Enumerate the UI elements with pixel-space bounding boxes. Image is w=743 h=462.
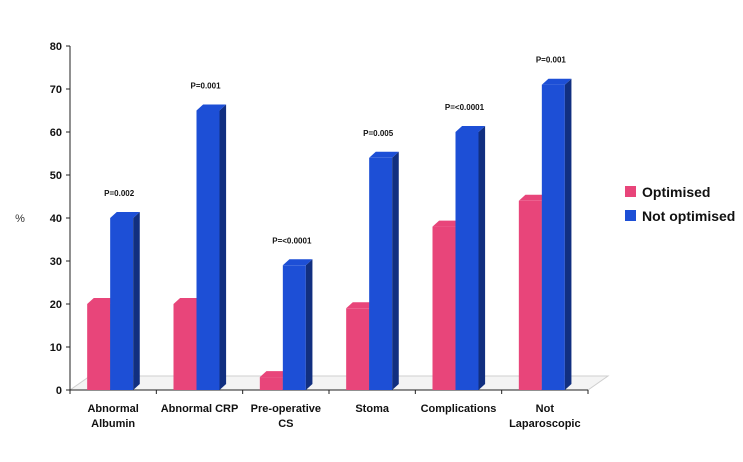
legend-label: Optimised — [642, 184, 710, 200]
legend-swatch — [625, 186, 636, 197]
legend-label: Not optimised — [642, 208, 735, 224]
bar-side-not-optimised — [392, 151, 399, 390]
y-tick-label: 80 — [50, 41, 62, 53]
p-value-label: P=<0.0001 — [272, 236, 312, 245]
p-value-label: P=0.002 — [104, 189, 135, 198]
x-tick-label: Laparoscopic — [509, 418, 581, 430]
bar-side-not-optimised — [133, 212, 140, 390]
bar-not-optimised — [110, 218, 134, 390]
bar-top-optimised — [87, 298, 117, 304]
bar-not-optimised — [369, 157, 393, 390]
bar-optimised — [346, 308, 370, 390]
y-axis-label: % — [15, 213, 25, 225]
bar-top-not-optimised — [282, 259, 313, 266]
bar-not-optimised — [196, 110, 220, 390]
bar-side-not-optimised — [478, 126, 486, 390]
bar-side-not-optimised — [564, 78, 572, 390]
bar-side-not-optimised — [305, 259, 313, 390]
p-value-label: P=0.001 — [536, 56, 567, 65]
bar-top-not-optimised — [110, 212, 140, 218]
p-value-label: P=<0.0001 — [445, 103, 485, 112]
x-tick-label: CS — [278, 418, 293, 430]
bar-top-optimised — [259, 371, 290, 378]
bar-top-optimised — [346, 302, 376, 309]
y-tick-label: 30 — [50, 256, 62, 268]
legend-swatch — [625, 210, 636, 221]
bar-optimised — [87, 304, 111, 390]
y-tick-label: 50 — [50, 170, 62, 182]
x-tick-label: Complications — [421, 403, 497, 415]
x-tick-label: Pre-operative — [251, 403, 321, 415]
y-tick-label: 20 — [50, 299, 62, 311]
bar-side-not-optimised — [219, 104, 227, 390]
p-value-label: P=0.001 — [190, 82, 221, 91]
bar-not-optimised — [455, 132, 479, 390]
bar-top-not-optimised — [369, 151, 399, 158]
x-tick-label: Albumin — [91, 418, 135, 430]
bar-not-optimised — [282, 265, 306, 390]
y-tick-label: 0 — [56, 385, 62, 397]
bar-optimised — [259, 377, 283, 390]
x-tick-label: Abnormal — [87, 403, 138, 415]
x-tick-label: Stoma — [355, 403, 390, 415]
p-value-label: P=0.005 — [363, 129, 394, 138]
bar-optimised — [518, 200, 542, 390]
bar-top-optimised — [173, 298, 204, 304]
bar-top-not-optimised — [196, 104, 227, 111]
bar-top-optimised — [432, 220, 463, 227]
bar-top-not-optimised — [541, 78, 572, 85]
y-tick-label: 40 — [50, 213, 62, 225]
bar-top-not-optimised — [455, 126, 486, 132]
bar-optimised — [173, 304, 197, 390]
bar-not-optimised — [541, 84, 565, 390]
bar-optimised — [432, 226, 456, 390]
x-tick-label: Abnormal CRP — [161, 403, 239, 415]
y-tick-label: 60 — [50, 127, 62, 139]
y-tick-label: 10 — [50, 342, 62, 354]
x-tick-label: Not — [536, 403, 555, 415]
y-tick-label: 70 — [50, 84, 62, 96]
bar-top-optimised — [518, 194, 549, 201]
